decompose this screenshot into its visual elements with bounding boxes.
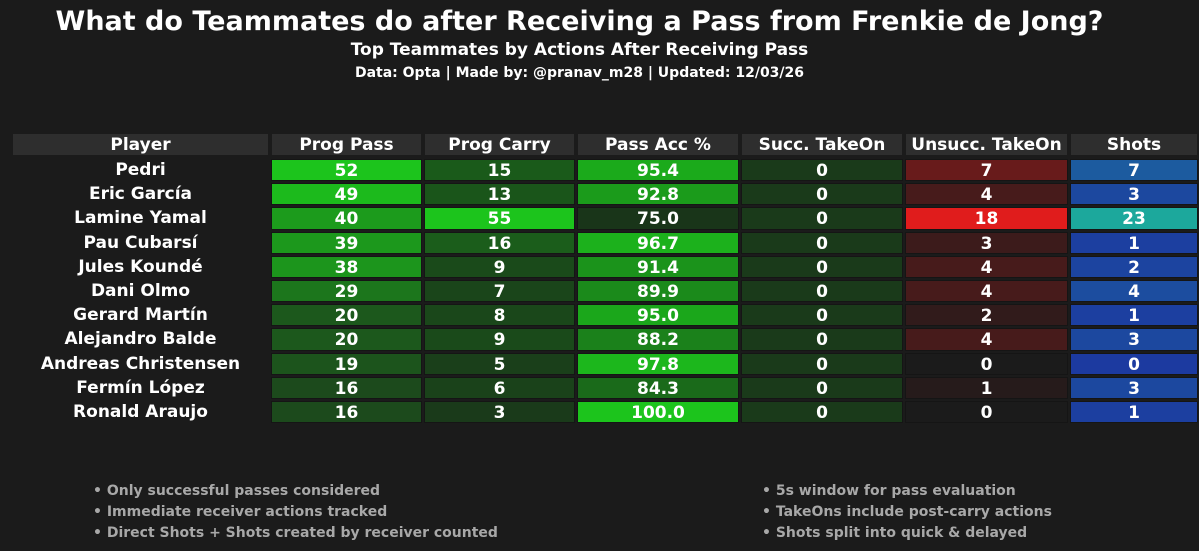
- cell-succ-takeon: 0: [741, 328, 903, 351]
- notes-right: • 5s window for pass evaluation • TakeOn…: [762, 481, 1052, 544]
- cell-prog-pass: 49: [271, 183, 422, 206]
- cell-pass-acc: 91.4: [577, 255, 739, 278]
- cell-unsucc-takeon: 4: [905, 279, 1068, 303]
- cell-shots: 4: [1070, 279, 1198, 303]
- player-name: Fermín López: [76, 377, 205, 398]
- cell-pass-acc: 84.3: [577, 376, 739, 399]
- cell-succ-takeon: 0: [741, 207, 903, 230]
- cell-prog-carry: 16: [424, 231, 575, 254]
- cell-prog-pass: 19: [271, 352, 422, 375]
- cell-unsucc-takeon: 18: [905, 207, 1068, 230]
- cell-unsucc-takeon: 4: [905, 255, 1068, 278]
- player-name: Jules Koundé: [78, 256, 203, 277]
- player-name: Alejandro Balde: [64, 329, 217, 350]
- header-unsucc-takeon: Unsucc. TakeOn: [905, 133, 1068, 156]
- cell-shots: 1: [1070, 304, 1198, 327]
- cell-pass-acc: 88.2: [577, 328, 739, 351]
- cell-succ-takeon: 0: [741, 304, 903, 327]
- player-name: Dani Olmo: [90, 280, 191, 301]
- cell-prog-carry: 15: [424, 159, 575, 182]
- cell-prog-pass: 52: [271, 159, 422, 182]
- cell-prog-pass: 16: [271, 400, 422, 424]
- cell-unsucc-takeon: 1: [905, 376, 1068, 399]
- cell-succ-takeon: 0: [741, 400, 903, 424]
- cell-shots: 3: [1070, 183, 1198, 206]
- cell-pass-acc: 89.9: [577, 279, 739, 303]
- header-shots: Shots: [1070, 133, 1198, 156]
- header-succ-takeon: Succ. TakeOn: [741, 133, 903, 156]
- cell-unsucc-takeon: 0: [905, 400, 1068, 424]
- cell-shots: 0: [1070, 352, 1198, 375]
- note-item: • Only successful passes considered: [93, 483, 381, 499]
- cell-shots: 2: [1070, 255, 1198, 278]
- cell-shots: 7: [1070, 159, 1198, 182]
- cell-pass-acc: 92.8: [577, 183, 739, 206]
- cell-prog-carry: 6: [424, 376, 575, 399]
- cell-shots: 1: [1070, 400, 1198, 424]
- cell-prog-carry: 9: [424, 255, 575, 278]
- cell-prog-carry: 7: [424, 279, 575, 303]
- note-item: • Direct Shots + Shots created by receiv…: [93, 525, 498, 541]
- cell-succ-takeon: 0: [741, 352, 903, 375]
- cell-shots: 23: [1070, 207, 1198, 230]
- header-prog-pass: Prog Pass: [271, 133, 422, 156]
- cell-prog-pass: 29: [271, 279, 422, 303]
- player-name: Ronald Araujo: [73, 401, 208, 422]
- chart-subtitle: Top Teammates by Actions After Receiving…: [350, 40, 809, 60]
- cell-unsucc-takeon: 4: [905, 328, 1068, 351]
- player-name: Gerard Martín: [73, 305, 208, 326]
- cell-prog-pass: 20: [271, 328, 422, 351]
- cell-succ-takeon: 0: [741, 376, 903, 399]
- cell-unsucc-takeon: 4: [905, 183, 1068, 206]
- cell-succ-takeon: 0: [741, 255, 903, 278]
- cell-shots: 3: [1070, 376, 1198, 399]
- note-item: • 5s window for pass evaluation: [762, 483, 1016, 499]
- cell-shots: 3: [1070, 328, 1198, 351]
- player-name: Andreas Christensen: [40, 353, 241, 374]
- header-pass-acc: Pass Acc %: [577, 133, 739, 156]
- cell-succ-takeon: 0: [741, 183, 903, 206]
- cell-unsucc-takeon: 2: [905, 304, 1068, 327]
- header-player: Player: [12, 133, 269, 156]
- note-item: • TakeOns include post-carry actions: [762, 504, 1052, 520]
- cell-succ-takeon: 0: [741, 159, 903, 182]
- note-item: • Shots split into quick & delayed: [762, 525, 1028, 541]
- cell-unsucc-takeon: 0: [905, 352, 1068, 375]
- cell-prog-pass: 20: [271, 304, 422, 327]
- cell-pass-acc: 95.4: [577, 159, 739, 182]
- cell-pass-acc: 75.0: [577, 207, 739, 230]
- cell-unsucc-takeon: 3: [905, 231, 1068, 254]
- player-name: Lamine Yamal: [74, 208, 207, 229]
- cell-prog-carry: 8: [424, 304, 575, 327]
- cell-shots: 1: [1070, 231, 1198, 254]
- cell-prog-pass: 16: [271, 376, 422, 399]
- player-name: Eric García: [88, 184, 192, 205]
- cell-prog-carry: 9: [424, 328, 575, 351]
- player-name: Pau Cubarsí: [83, 232, 198, 253]
- note-item: • Immediate receiver actions tracked: [93, 504, 388, 520]
- notes-left: • Only successful passes considered • Im…: [93, 481, 498, 544]
- cell-succ-takeon: 0: [741, 279, 903, 303]
- cell-prog-carry: 3: [424, 400, 575, 424]
- cell-prog-pass: 39: [271, 231, 422, 254]
- header-prog-carry: Prog Carry: [424, 133, 575, 156]
- player-name: Pedri: [115, 160, 166, 180]
- chart-credits: Data: Opta | Made by: @pranav_m28 | Upda…: [354, 65, 805, 81]
- cell-unsucc-takeon: 7: [905, 159, 1068, 182]
- chart-title: What do Teammates do after Receiving a P…: [55, 6, 1104, 37]
- cell-prog-pass: 40: [271, 207, 422, 230]
- cell-pass-acc: 97.8: [577, 352, 739, 375]
- cell-pass-acc: 95.0: [577, 304, 739, 327]
- cell-prog-carry: 13: [424, 183, 575, 206]
- cell-succ-takeon: 0: [741, 231, 903, 254]
- cell-prog-carry: 5: [424, 352, 575, 375]
- cell-pass-acc: 100.0: [577, 400, 739, 424]
- cell-prog-carry: 55: [424, 207, 575, 230]
- cell-prog-pass: 38: [271, 255, 422, 278]
- cell-pass-acc: 96.7: [577, 231, 739, 254]
